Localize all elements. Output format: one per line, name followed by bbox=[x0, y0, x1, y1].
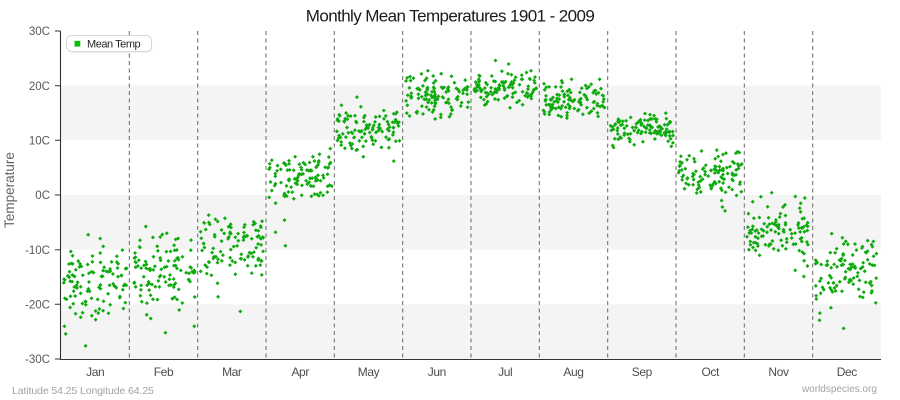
svg-text:0C: 0C bbox=[35, 190, 50, 202]
svg-text:Monthly Mean Temperatures 1901: Monthly Mean Temperatures 1901 - 2009 bbox=[306, 6, 595, 25]
svg-text:-20C: -20C bbox=[25, 300, 50, 312]
svg-text:Nov: Nov bbox=[768, 365, 789, 379]
svg-text:Apr: Apr bbox=[291, 365, 309, 379]
svg-text:Mean Temp: Mean Temp bbox=[87, 39, 141, 51]
svg-text:30C: 30C bbox=[29, 26, 50, 38]
svg-text:Feb: Feb bbox=[154, 365, 174, 379]
svg-text:May: May bbox=[358, 365, 380, 379]
svg-text:Sep: Sep bbox=[632, 365, 653, 379]
svg-text:Jul: Jul bbox=[498, 365, 512, 379]
svg-text:20C: 20C bbox=[29, 81, 50, 93]
svg-text:worldspecies.org: worldspecies.org bbox=[801, 384, 877, 395]
svg-text:Oct: Oct bbox=[701, 365, 720, 379]
svg-text:Temperature: Temperature bbox=[2, 152, 17, 228]
svg-text:Dec: Dec bbox=[837, 365, 858, 379]
svg-text:Aug: Aug bbox=[563, 365, 583, 379]
svg-text:Jun: Jun bbox=[428, 365, 446, 379]
svg-text:Mar: Mar bbox=[222, 365, 242, 379]
svg-text:Latitude 54.25 Longitude 64.25: Latitude 54.25 Longitude 64.25 bbox=[12, 385, 154, 397]
svg-text:Jan: Jan bbox=[86, 365, 104, 379]
svg-text:-10C: -10C bbox=[25, 245, 50, 257]
svg-text:10C: 10C bbox=[29, 136, 50, 148]
svg-text:-30C: -30C bbox=[25, 354, 50, 366]
